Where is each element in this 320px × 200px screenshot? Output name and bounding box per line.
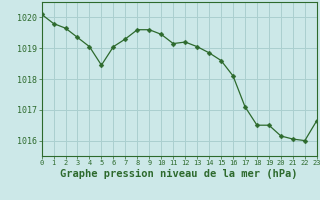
X-axis label: Graphe pression niveau de la mer (hPa): Graphe pression niveau de la mer (hPa) <box>60 169 298 179</box>
